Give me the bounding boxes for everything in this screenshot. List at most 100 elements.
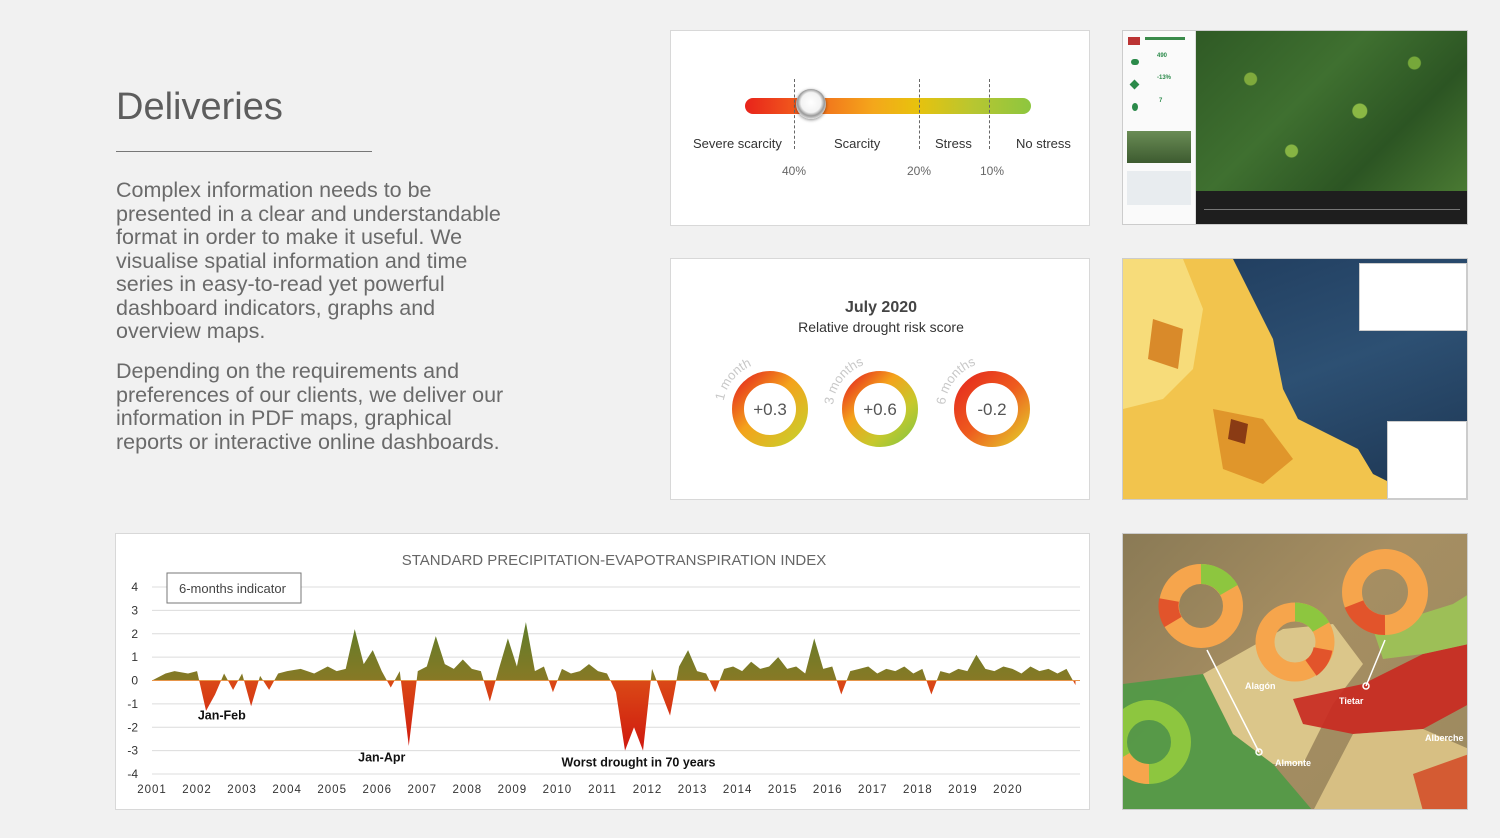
x-tick-label: 2012 (633, 784, 663, 796)
gauge-threshold-10 (989, 79, 990, 149)
ring-3-months-value: +0.6 (863, 400, 897, 419)
x-tick-label: 2006 (362, 784, 392, 796)
spei-chart-card: STANDARD PRECIPITATION-EVAPOTRANSPIRATIO… (115, 533, 1090, 810)
threshold-label-20: 20% (907, 164, 932, 178)
y-tick-label: -1 (127, 697, 138, 711)
donut-1-red-segment (1158, 598, 1182, 628)
x-tick-label: 2002 (182, 784, 212, 796)
dashboard-mini-map (1127, 171, 1191, 205)
ring-1-month: 1 month +0.3 (712, 355, 808, 447)
drought-card-title: July 2020 (844, 299, 918, 316)
map-label-tietar: Tietar (1339, 696, 1364, 706)
x-tick-label: 2011 (588, 784, 617, 796)
donut-3-red-segment (1344, 599, 1386, 636)
almonte-marker (1255, 748, 1263, 756)
dashboard-field-thumbnail (1127, 131, 1191, 163)
scarcity-gauge-card: Severe scarcity Scarcity Stress No stres… (670, 30, 1090, 226)
y-axis-ticks: 4 3 2 1 0 -1 -2 -3 -4 (127, 580, 138, 781)
gauge-threshold-20 (919, 79, 920, 149)
chart-annotation: Jan-Feb (198, 709, 246, 723)
dashboard-logo (1128, 37, 1140, 45)
chart-title: STANDARD PRECIPITATION-EVAPOTRANSPIRATIO… (402, 552, 827, 569)
basin-donut-1 (1158, 564, 1243, 648)
x-tick-label: 2014 (723, 784, 753, 796)
map-label-alagon: Alagón (1245, 681, 1276, 691)
ring-3-months: 3 months +0.6 (821, 353, 918, 447)
spei-positive-area (152, 622, 1076, 681)
x-tick-label: 2013 (678, 784, 708, 796)
basin-map-svg: Alagón Tietar Alberche Almonte (1123, 549, 1467, 809)
ring-6-months-value: -0.2 (977, 400, 1006, 419)
x-tick-label: 2020 (993, 784, 1023, 796)
mexico-drought-map-thumbnail[interactable] (1122, 258, 1468, 500)
drought-card-subtitle: Relative drought risk score (798, 319, 964, 335)
basin-red-south (1413, 754, 1467, 809)
donut-1-green-segment (1200, 564, 1238, 596)
category-scarcity: Scarcity (834, 136, 881, 151)
y-tick-label: 3 (131, 603, 138, 617)
dashboard-timeline[interactable] (1196, 191, 1467, 224)
cloud-icon (1131, 59, 1139, 65)
spei-chart: STANDARD PRECIPITATION-EVAPOTRANSPIRATIO… (127, 552, 1080, 796)
y-tick-label: -3 (127, 744, 138, 758)
ring-1-month-arc (732, 371, 808, 447)
category-severe-scarcity: Severe scarcity (693, 136, 782, 151)
basin-donut-2 (1255, 602, 1335, 682)
x-tick-label: 2004 (272, 784, 302, 796)
drought-rings: 1 month +0.3 3 months +0.6 6 months -0.2 (712, 353, 1030, 447)
drought-risk-card: July 2020 Relative drought risk score 1 … (670, 258, 1090, 500)
x-tick-label: 2016 (813, 784, 843, 796)
x-axis-ticks: 2001 2002 2003 2004 2005 2006 2007 2008 2009 2010… (137, 784, 1023, 796)
basin-alberche-north (1373, 595, 1467, 659)
dashboard-screenshot-thumbnail[interactable]: 490 -13% 7 (1122, 30, 1468, 225)
donut-2-red-segment (1304, 646, 1333, 676)
ring-1-month-value: +0.3 (753, 400, 787, 419)
map-region-orange-2 (1148, 319, 1183, 369)
y-tick-label: -4 (127, 767, 138, 781)
map-legend-panel (1387, 421, 1467, 499)
x-tick-label: 2008 (453, 784, 483, 796)
basin-tietar (1293, 644, 1467, 734)
chart-legend-box (166, 572, 302, 604)
donut-1-leader-line (1206, 649, 1260, 753)
threshold-label-40: 40% (782, 164, 807, 178)
donut-3-leader-line (1365, 639, 1386, 687)
ring-3-months-arc (842, 371, 918, 447)
y-tick-label: 0 (131, 674, 138, 688)
x-tick-label: 2019 (948, 784, 978, 796)
y-tick-label: 2 (131, 627, 138, 641)
spei-negative-area (152, 680, 1076, 751)
dashboard-stat-3: 7 (1159, 98, 1163, 104)
x-tick-label: 2001 (137, 784, 167, 796)
donut-2-green-segment (1294, 602, 1330, 633)
ring-6-months-arc (954, 371, 1030, 447)
tietar-marker (1362, 682, 1370, 690)
chart-annotation: Worst drought in 70 years (562, 755, 716, 769)
dashboard-stat-1: 490 (1157, 53, 1168, 59)
basin-map-thumbnail[interactable]: Alagón Tietar Alberche Almonte (1122, 533, 1468, 810)
heading-divider (116, 151, 372, 152)
dashboard-stat-2: -13% (1157, 75, 1172, 81)
x-tick-label: 2003 (227, 784, 257, 796)
map-label-alberche: Alberche (1425, 733, 1464, 743)
x-tick-label: 2017 (858, 784, 888, 796)
donut-4-orange-segment (1123, 752, 1150, 784)
basin-donut-4 (1123, 700, 1191, 784)
x-tick-label: 2009 (498, 784, 528, 796)
leaf-icon (1129, 79, 1140, 90)
intro-paragraph-2: Depending on the requirements and prefer… (116, 359, 504, 454)
y-tick-label: -2 (127, 720, 138, 734)
x-tick-label: 2015 (768, 784, 798, 796)
x-tick-label: 2018 (903, 784, 933, 796)
x-tick-label: 2007 (407, 784, 437, 796)
category-no-stress: No stress (1016, 136, 1071, 151)
map-label-almonte: Almonte (1275, 758, 1311, 768)
chart-annotation: Jan-Apr (358, 751, 405, 765)
gauge-slider-knob[interactable] (795, 89, 826, 119)
chart-area-series (152, 622, 1080, 751)
intro-paragraph-1: Complex information needs to be presente… (116, 178, 501, 343)
section-heading: Deliveries (116, 86, 283, 128)
crop-field-aerial-photo (1196, 31, 1467, 191)
x-tick-label: 2005 (317, 784, 347, 796)
x-tick-label: 2010 (543, 784, 573, 796)
